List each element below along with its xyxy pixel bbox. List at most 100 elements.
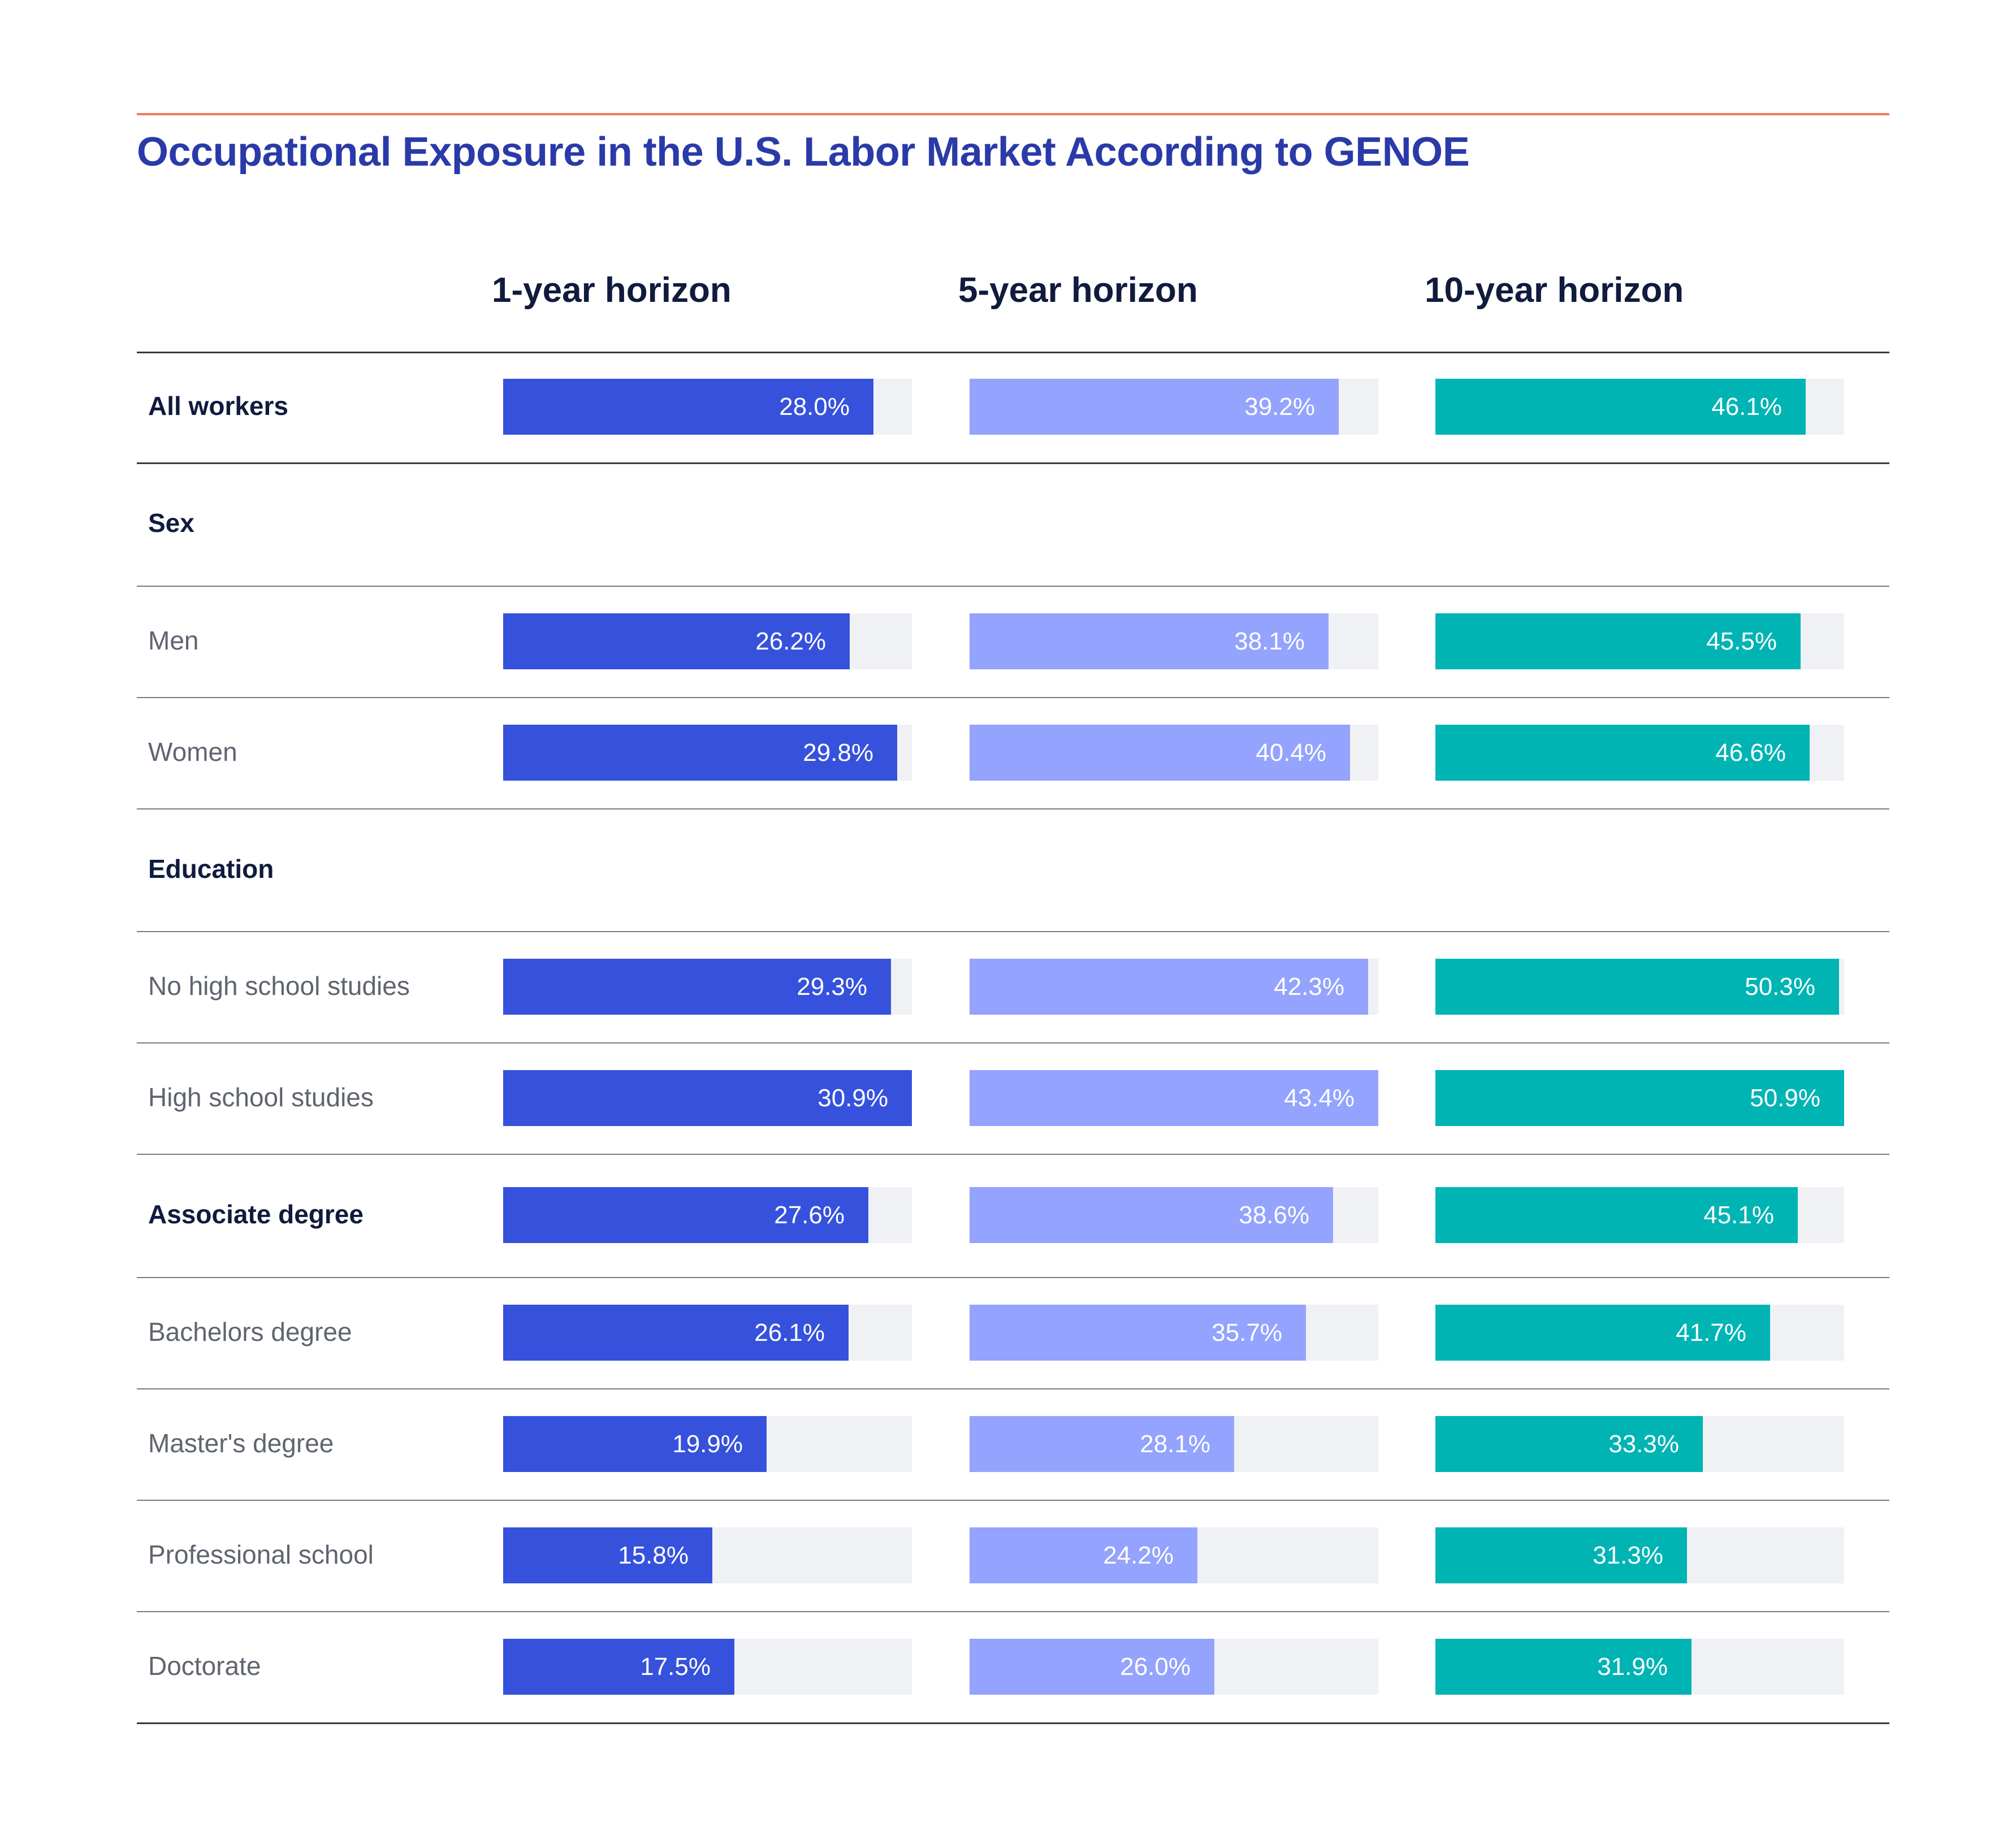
- data-label: 46.6%: [1715, 738, 1786, 767]
- bar-track: 33.3%: [1435, 1415, 1844, 1472]
- bar-track: 38.1%: [970, 613, 1378, 669]
- bar-track: 29.3%: [503, 958, 912, 1015]
- bar: 29.8%: [503, 724, 897, 781]
- data-label: 38.1%: [1234, 627, 1305, 655]
- bar-track: 28.0%: [503, 379, 912, 435]
- bar-track: 30.9%: [503, 1070, 912, 1126]
- data-label: 43.4%: [1284, 1084, 1355, 1112]
- bar: 41.7%: [1435, 1304, 1770, 1361]
- bar: 35.7%: [970, 1304, 1306, 1361]
- category-label: High school studies: [148, 1082, 374, 1112]
- category-label: Women: [148, 737, 237, 767]
- data-label: 31.3%: [1593, 1541, 1663, 1569]
- bar: 24.2%: [970, 1527, 1197, 1583]
- column-header-1-year: 1-year horizon: [492, 271, 732, 310]
- data-label: 33.3%: [1608, 1430, 1679, 1458]
- bar-track: 41.7%: [1435, 1304, 1844, 1361]
- data-label: 41.7%: [1676, 1318, 1746, 1347]
- data-label: 45.1%: [1703, 1201, 1774, 1229]
- column-header-10-year: 10-year horizon: [1425, 271, 1684, 310]
- data-label: 30.9%: [817, 1084, 888, 1112]
- bar: 17.5%: [503, 1638, 734, 1695]
- bar: 38.1%: [970, 613, 1329, 669]
- bar-track: 42.3%: [970, 958, 1378, 1015]
- data-label: 28.1%: [1140, 1430, 1210, 1458]
- category-label: Men: [148, 625, 199, 655]
- data-label: 24.2%: [1103, 1541, 1174, 1569]
- column-header-5-year: 5-year horizon: [958, 271, 1198, 310]
- bar-track: 31.3%: [1435, 1527, 1844, 1583]
- row-divider: [137, 462, 1889, 464]
- row-divider: [137, 1611, 1889, 1612]
- bar-track: 19.9%: [503, 1415, 912, 1472]
- bar-track: 17.5%: [503, 1638, 912, 1695]
- row-divider: [137, 352, 1889, 353]
- data-label: 35.7%: [1212, 1318, 1282, 1347]
- bar-track: 35.7%: [970, 1304, 1378, 1361]
- bar: 26.2%: [503, 613, 850, 669]
- bar-track: 27.6%: [503, 1187, 912, 1243]
- bar-track: 38.6%: [970, 1187, 1378, 1243]
- bar: 40.4%: [970, 724, 1350, 781]
- bar: 45.5%: [1435, 613, 1801, 669]
- row-divider: [137, 697, 1889, 698]
- data-label: 27.6%: [774, 1201, 845, 1229]
- bar: 29.3%: [503, 958, 891, 1015]
- data-label: 40.4%: [1256, 738, 1326, 767]
- row-divider: [137, 1500, 1889, 1501]
- bar-track: 45.5%: [1435, 613, 1844, 669]
- bar-track: 40.4%: [970, 724, 1378, 781]
- category-label: No high school studies: [148, 971, 410, 1001]
- bar-track: 50.3%: [1435, 958, 1844, 1015]
- row-divider: [137, 1722, 1889, 1724]
- bar-track: 28.1%: [970, 1415, 1378, 1472]
- bar: 28.1%: [970, 1415, 1234, 1472]
- bar-track: 39.2%: [970, 379, 1378, 435]
- category-label: Bachelors degree: [148, 1317, 352, 1347]
- bar-track: 26.0%: [970, 1638, 1378, 1695]
- row-divider: [137, 808, 1889, 809]
- data-label: 17.5%: [640, 1652, 711, 1681]
- data-label: 15.8%: [618, 1541, 689, 1569]
- section-header-sex: Sex: [148, 508, 194, 538]
- bar: 42.3%: [970, 958, 1368, 1015]
- category-label: Doctorate: [148, 1651, 261, 1681]
- bar: 45.1%: [1435, 1187, 1798, 1243]
- bar-track: 24.2%: [970, 1527, 1378, 1583]
- bar: 26.0%: [970, 1638, 1214, 1695]
- category-label: All workers: [148, 391, 288, 421]
- bar: 39.2%: [970, 379, 1339, 435]
- row-divider: [137, 586, 1889, 587]
- bar-track: 46.1%: [1435, 379, 1844, 435]
- row-divider: [137, 1388, 1889, 1389]
- bar: 19.9%: [503, 1415, 767, 1472]
- bar: 30.9%: [503, 1070, 912, 1126]
- bar: 38.6%: [970, 1187, 1333, 1243]
- bar-track: 43.4%: [970, 1070, 1378, 1126]
- row-divider: [137, 1277, 1889, 1278]
- data-label: 29.8%: [803, 738, 873, 767]
- bar-track: 45.1%: [1435, 1187, 1844, 1243]
- row-divider: [137, 1154, 1889, 1155]
- bar-track: 26.1%: [503, 1304, 912, 1361]
- bar-track: 26.2%: [503, 613, 912, 669]
- bar-track: 50.9%: [1435, 1070, 1844, 1126]
- bar-track: 31.9%: [1435, 1638, 1844, 1695]
- category-label: Professional school: [148, 1539, 374, 1569]
- data-label: 50.3%: [1745, 972, 1815, 1001]
- section-header-education: Education: [148, 854, 274, 884]
- bar: 43.4%: [970, 1070, 1378, 1126]
- bar-track: 29.8%: [503, 724, 912, 781]
- bar: 50.9%: [1435, 1070, 1844, 1126]
- data-label: 38.6%: [1239, 1201, 1309, 1229]
- data-label: 26.0%: [1120, 1652, 1191, 1681]
- data-label: 29.3%: [797, 972, 867, 1001]
- row-divider: [137, 1042, 1889, 1044]
- data-label: 19.9%: [672, 1430, 743, 1458]
- bar-track: 46.6%: [1435, 724, 1844, 781]
- bar: 31.9%: [1435, 1638, 1691, 1695]
- chart-title: Occupational Exposure in the U.S. Labor …: [137, 129, 1470, 175]
- bar: 27.6%: [503, 1187, 868, 1243]
- data-label: 26.1%: [754, 1318, 825, 1347]
- data-label: 45.5%: [1706, 627, 1777, 655]
